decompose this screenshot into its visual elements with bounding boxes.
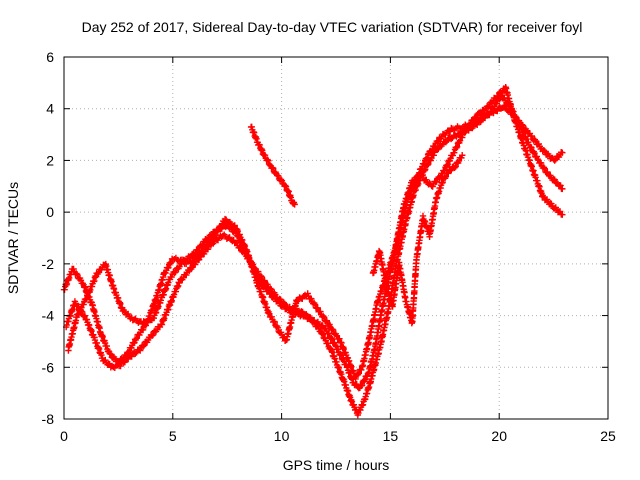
series-track-b [63,91,566,419]
x-tick-label: 10 [274,428,290,444]
y-tick-label: -8 [42,411,55,427]
series-track-d [247,123,298,208]
x-tick-label: 0 [60,428,68,444]
y-tick-label: -6 [42,359,55,375]
y-tick-label: 4 [46,101,54,117]
y-tick-label: 0 [46,204,54,220]
data-points [60,84,566,419]
grid-lines [64,57,608,419]
y-tick-label: -4 [42,308,55,324]
chart-title: Day 252 of 2017, Sidereal Day-to-day VTE… [82,19,583,35]
x-tick-label: 20 [491,428,507,444]
y-axis-label: SDTVAR / TECUs [5,182,21,294]
x-tick-label: 15 [383,428,399,444]
series-track-a [60,103,566,392]
y-tick-label: -2 [42,256,55,272]
x-axis-label: GPS time / hours [283,457,390,473]
x-tick-label: 25 [600,428,616,444]
x-tick-label: 5 [169,428,177,444]
y-tick-label: 2 [46,152,54,168]
axis-ticks: 0 5 10 15 20 25 -8 -6 -4 -2 0 2 4 6 [42,49,616,444]
series-track-e [369,152,466,327]
plot-frame [63,56,609,420]
y-tick-label: 6 [46,49,54,65]
series-track-c [65,84,566,383]
